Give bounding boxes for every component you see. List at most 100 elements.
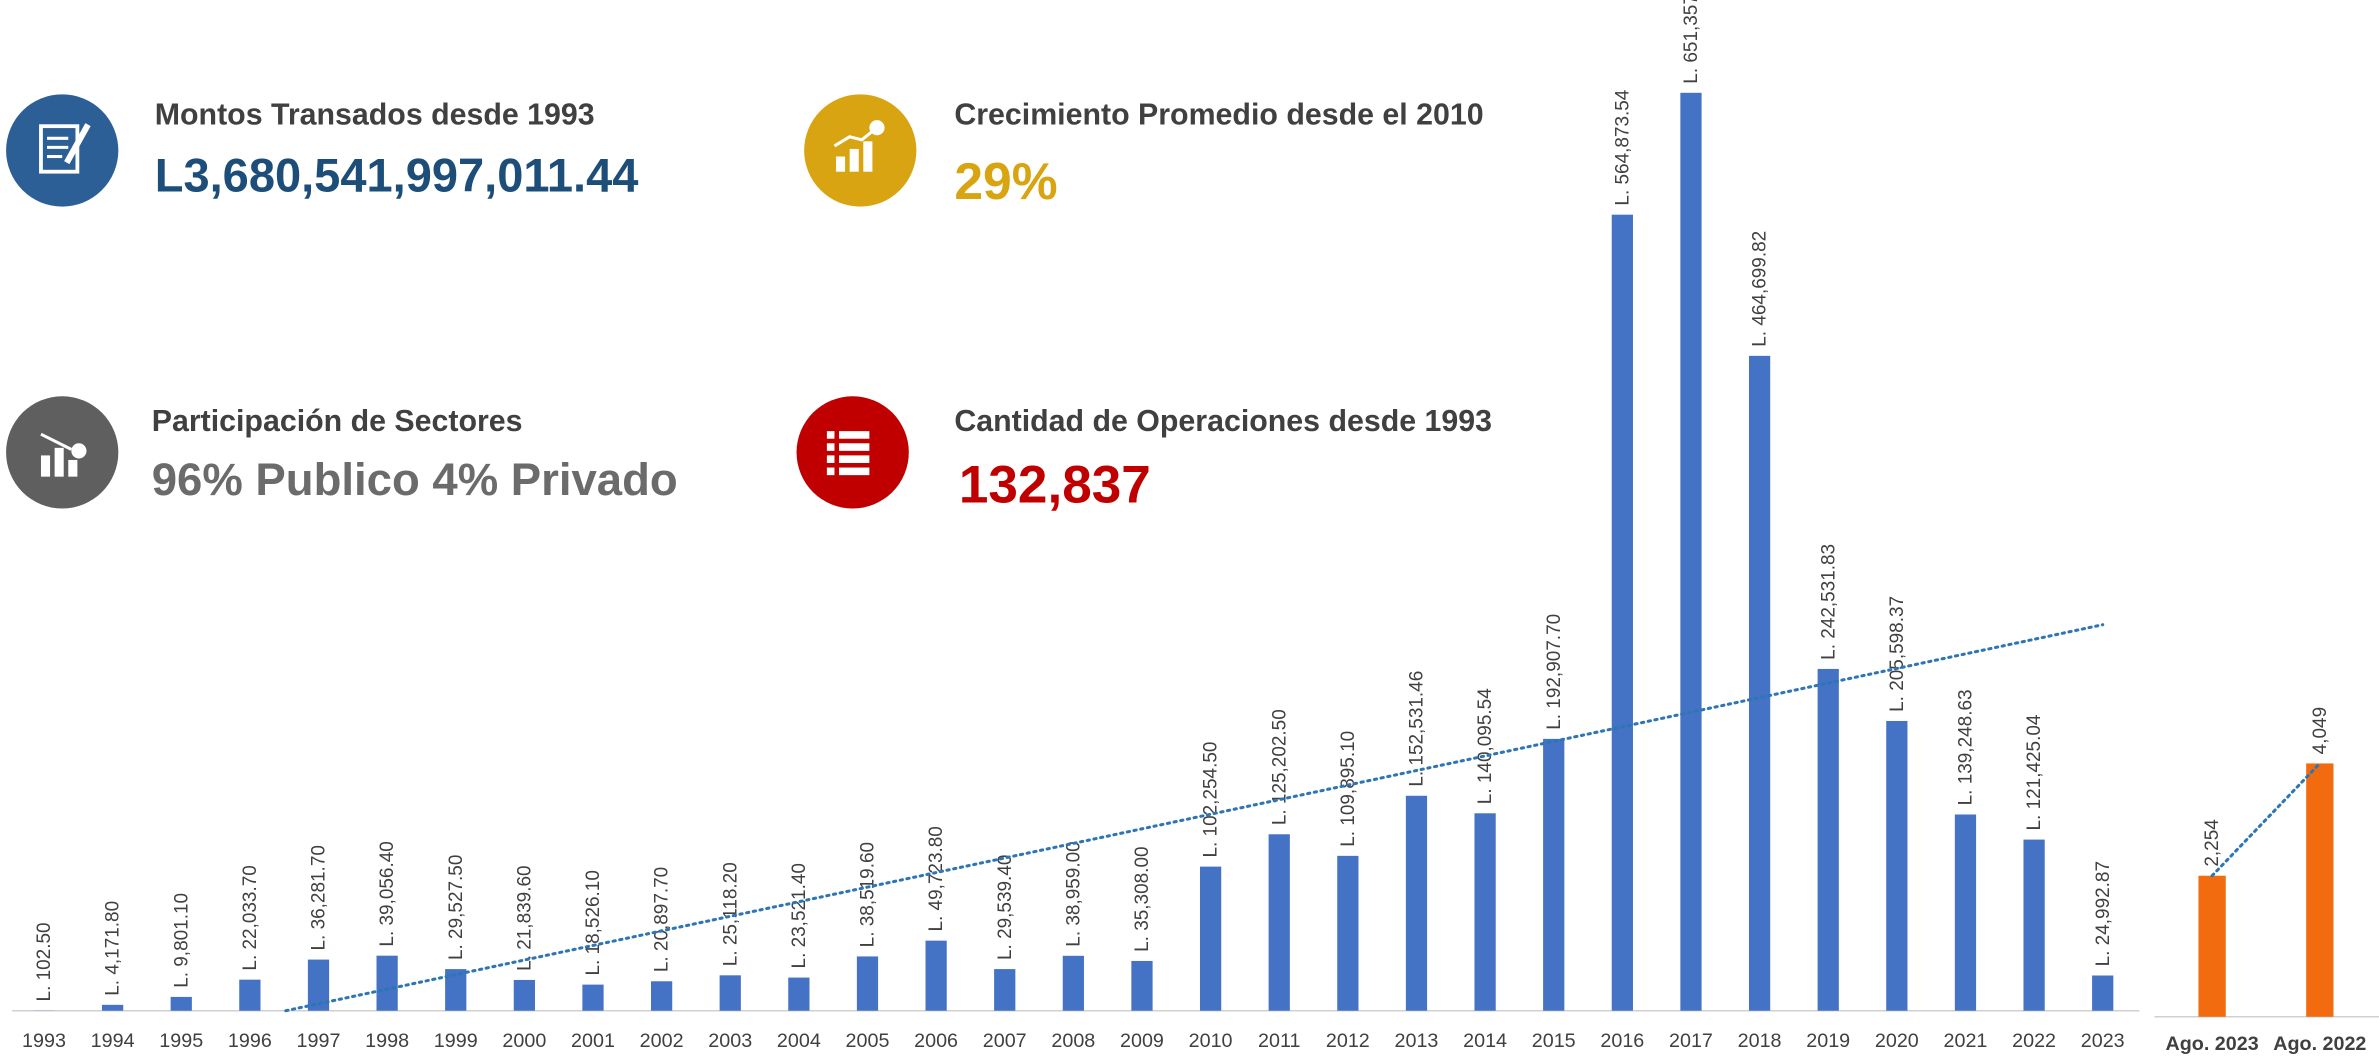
x-tick-label: 2005 bbox=[846, 1030, 890, 1052]
x-tick-label: 1993 bbox=[22, 1030, 66, 1052]
bar bbox=[1131, 960, 1153, 1011]
value-label: L. 18,526.10 bbox=[583, 870, 604, 975]
x-tick-label: 2007 bbox=[983, 1030, 1027, 1052]
x-tick-label: 2006 bbox=[914, 1030, 958, 1052]
value-label: L. 38,519.60 bbox=[858, 842, 879, 947]
bar bbox=[513, 979, 535, 1011]
value-label: L. 139,248.63 bbox=[1956, 689, 1977, 805]
x-tick-label: 2020 bbox=[1875, 1030, 1919, 1052]
kpi-icon-sectors bbox=[6, 396, 119, 509]
bar bbox=[1062, 955, 1084, 1011]
x-tick-label: 1997 bbox=[297, 1030, 341, 1052]
value-label: 2,254 bbox=[2202, 819, 2223, 866]
kpi-label: Crecimiento Promedio desde el 2010 bbox=[954, 99, 1483, 132]
x-tick-label: 2021 bbox=[1944, 1030, 1988, 1052]
x-tick-label: 2013 bbox=[1395, 1030, 1439, 1052]
bar bbox=[1405, 795, 1428, 1011]
value-label: L. 36,281.70 bbox=[309, 845, 330, 950]
value-label: L. 21,839.60 bbox=[514, 865, 535, 970]
kpi-value: 96% Publico 4% Privado bbox=[152, 454, 678, 505]
value-label: L. 242,531.83 bbox=[1818, 544, 1839, 660]
kpi-label: Participación de Sectores bbox=[152, 405, 523, 438]
value-label: L. 38,959.00 bbox=[1063, 841, 1084, 946]
x-tick-label: 2001 bbox=[571, 1030, 615, 1052]
value-label: L. 29,539.40 bbox=[995, 855, 1016, 960]
bar bbox=[239, 979, 261, 1011]
x-tick-label: Ago. 2023 bbox=[2166, 1033, 2259, 1055]
value-label: L. 125,202.50 bbox=[1269, 709, 1290, 825]
value-label: L. 121,425.04 bbox=[2024, 715, 2045, 831]
x-tick-label: 2022 bbox=[2012, 1030, 2056, 1052]
value-label: L. 192,907.70 bbox=[1544, 614, 1565, 730]
value-label: L. 9,801.10 bbox=[171, 893, 192, 988]
bar bbox=[788, 977, 810, 1011]
x-tick-label: 2010 bbox=[1189, 1030, 1233, 1052]
bar bbox=[2306, 763, 2334, 1017]
kpi-value: L3,680,541,997,011.44 bbox=[155, 148, 639, 201]
value-label: L. 49,723.80 bbox=[926, 826, 947, 931]
x-tick-label: 1999 bbox=[434, 1030, 478, 1052]
bar bbox=[1680, 92, 1702, 1011]
bar bbox=[582, 984, 604, 1011]
kpi-label: Montos Transados desde 1993 bbox=[155, 99, 595, 132]
kpi-value: 29% bbox=[954, 152, 1057, 210]
x-tick-label: 1998 bbox=[365, 1030, 409, 1052]
kpi-icon-list bbox=[796, 396, 909, 509]
value-label: L. 23,521.40 bbox=[789, 863, 810, 968]
bar bbox=[1611, 214, 1633, 1011]
bar bbox=[102, 1004, 124, 1011]
bar bbox=[1886, 720, 1908, 1011]
bar bbox=[994, 969, 1016, 1011]
bar bbox=[1337, 855, 1359, 1011]
value-label: L. 102,254.50 bbox=[1201, 742, 1222, 858]
value-label: L. 20,897.70 bbox=[652, 867, 673, 972]
value-label: L. 102.50 bbox=[34, 922, 55, 1001]
bar bbox=[170, 996, 192, 1011]
trendline bbox=[284, 623, 2105, 1013]
x-tick-label: 2016 bbox=[1600, 1030, 1644, 1052]
kpi-label: Cantidad de Operaciones desde 1993 bbox=[954, 405, 1492, 438]
value-label: L. 25,118.20 bbox=[720, 862, 741, 966]
x-tick-label: 2011 bbox=[1258, 1030, 1300, 1052]
bar bbox=[1543, 738, 1565, 1011]
bar bbox=[856, 956, 879, 1011]
value-label: L. 205,598.37 bbox=[1887, 596, 1908, 712]
value-label: L. 464,699.82 bbox=[1750, 231, 1771, 347]
value-label: L. 35,308.00 bbox=[1132, 846, 1153, 951]
value-label: L. 651,357.60 bbox=[1681, 0, 1702, 84]
x-tick-label: 2000 bbox=[502, 1030, 546, 1052]
bar bbox=[1199, 866, 1222, 1011]
trendline bbox=[2210, 761, 2322, 878]
bar bbox=[1268, 834, 1290, 1011]
bar bbox=[2092, 975, 2114, 1011]
x-tick-label: 2008 bbox=[1051, 1030, 1095, 1052]
x-tick-label: 2004 bbox=[777, 1030, 821, 1052]
bar bbox=[1954, 814, 1977, 1011]
bar bbox=[1817, 668, 1839, 1011]
x-tick-label: 1995 bbox=[159, 1030, 203, 1052]
x-tick-label: 2018 bbox=[1738, 1030, 1782, 1052]
bar bbox=[1474, 813, 1496, 1011]
value-label: 4,049 bbox=[2310, 707, 2331, 754]
x-tick-label: 2015 bbox=[1532, 1030, 1576, 1052]
x-tick-label: 2014 bbox=[1463, 1030, 1507, 1052]
x-tick-label: 2017 bbox=[1669, 1030, 1713, 1052]
x-tick-label: 2009 bbox=[1120, 1030, 1164, 1052]
kpi-icon-growth bbox=[804, 94, 917, 207]
x-tick-label: Ago. 2022 bbox=[2273, 1033, 2366, 1055]
value-label: L. 24,992.87 bbox=[2093, 861, 2114, 966]
bar bbox=[925, 940, 947, 1011]
bar bbox=[307, 959, 330, 1011]
value-label: L. 4,171.80 bbox=[103, 901, 124, 996]
value-label: L. 22,033.70 bbox=[240, 865, 261, 970]
x-tick-label: 2012 bbox=[1326, 1030, 1370, 1052]
value-label: L. 140,095.54 bbox=[1475, 688, 1496, 804]
x-tick-label: 2023 bbox=[2081, 1030, 2125, 1052]
x-tick-label: 2002 bbox=[640, 1030, 684, 1052]
value-label: L. 109,895.10 bbox=[1338, 731, 1359, 847]
value-label: L. 152,531.46 bbox=[1407, 671, 1428, 787]
value-label: L. 29,527.50 bbox=[446, 855, 467, 960]
x-tick-label: 2003 bbox=[708, 1030, 752, 1052]
kpi-icon-document bbox=[6, 94, 119, 207]
